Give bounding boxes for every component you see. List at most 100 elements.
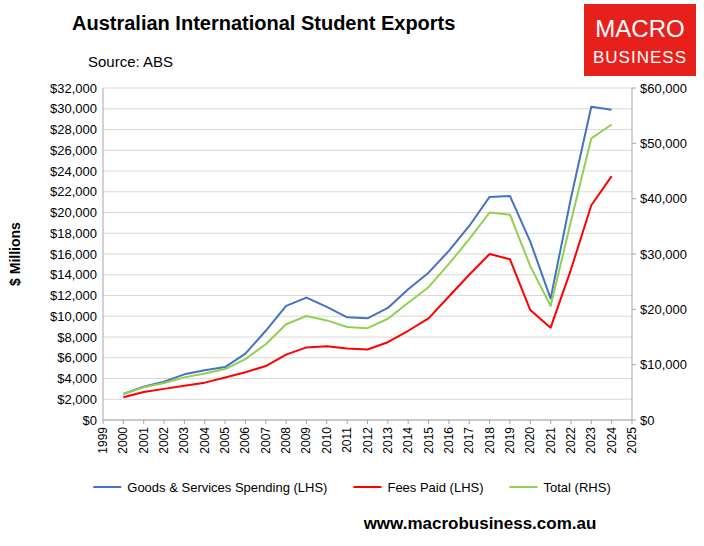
series-line [123,107,611,394]
y2-tick [632,420,636,421]
grid-line [103,337,632,338]
x-tick [347,420,348,424]
y2-tick-label: $20,000 [640,302,687,317]
grid-line [103,316,632,317]
x-tick-label: 2013 [381,427,395,454]
grid-line [103,171,632,172]
y2-tick-label: $10,000 [640,357,687,372]
y2-tick [632,309,636,310]
y2-axis [632,88,633,420]
grid-line [103,254,632,255]
chart: Australian International Student Exports… [0,0,704,546]
x-tick-label: 2011 [340,427,354,453]
y2-tick [632,254,636,255]
x-tick-label: 2010 [320,427,334,454]
y-tick-label: $20,000 [50,205,97,220]
title: Australian International Student Exports [72,12,455,34]
x-tick-label: 2007 [259,427,273,454]
x-tick-label: 2021 [544,427,558,454]
logo-text: BUSINESS [593,48,687,67]
legend-swatch [510,486,538,488]
x-tick [164,420,165,424]
y2-tick-label: $30,000 [640,247,687,262]
x-tick [591,420,592,424]
x-tick [103,420,104,424]
x-tick-label: 2020 [523,427,537,454]
y2-tick-label: $0 [640,413,654,428]
x-tick-label: 2023 [584,427,598,454]
y-tick-label: $28,000 [50,122,97,137]
legend-swatch [353,486,381,488]
grid-line [103,129,632,130]
legend-label: Fees Paid (LHS) [387,480,483,495]
y-tick-label: $8,000 [57,330,97,345]
y2-tick [632,364,636,365]
y-tick-label: $14,000 [50,267,97,282]
legend-item: Total (RHS) [510,480,611,495]
series-line [123,176,611,397]
legend-swatch [93,486,121,488]
y-tick-label: $0 [83,413,97,428]
x-tick [245,420,246,424]
x-tick [387,420,388,424]
plot-area [123,107,611,398]
x-tick-label: 2009 [299,427,313,454]
x-tick [632,420,633,424]
x-tick-label: 1999 [96,427,110,454]
y-tick-label: $24,000 [50,164,97,179]
grid-line [103,108,632,109]
y-tick-label: $16,000 [50,247,97,262]
legend-item: Goods & Services Spending (LHS) [93,480,327,495]
legend-label: Goods & Services Spending (LHS) [127,480,327,495]
x-tick-label: 2025 [625,427,639,454]
x-tick [469,420,470,424]
y-axis-title: $ Millions [7,222,23,286]
grid-line [103,274,632,275]
y-tick-label: $2,000 [57,392,97,407]
x-tick [530,420,531,424]
x-tick [367,420,368,424]
grid-line [103,233,632,234]
x-tick [611,420,612,424]
grid-line [103,88,632,89]
x-tick-label: 2000 [116,427,130,454]
x-tick-label: 2015 [422,427,436,454]
x-tick-label: 2001 [137,427,151,454]
x-tick-label: 2008 [279,427,293,454]
x-tick [570,420,571,424]
y-tick-label: $26,000 [50,143,97,158]
x-tick-label: 2012 [361,427,375,454]
x-tick [286,420,287,424]
x-tick [448,420,449,424]
y-tick-label: $12,000 [50,288,97,303]
y-tick-label: $6,000 [57,350,97,365]
grid-line [103,212,632,213]
x-tick [428,420,429,424]
y2-tick-label: $50,000 [640,136,687,151]
y-tick-label: $18,000 [50,226,97,241]
x-tick-label: 2024 [605,427,619,454]
logo-box [584,4,696,76]
x-tick [408,420,409,424]
y2-tick-label: $60,000 [640,81,687,96]
y-tick-label: $22,000 [50,184,97,199]
x-tick [306,420,307,424]
y-tick-label: $10,000 [50,309,97,324]
x-tick [204,420,205,424]
x-tick [123,420,124,424]
grid-line [103,357,632,358]
x-tick [550,420,551,424]
y-tick-label: $4,000 [57,371,97,386]
footer: www.macrobusiness.com.au [363,514,597,533]
x-tick [326,420,327,424]
x-tick-label: 2004 [198,427,212,454]
legend-label: Total (RHS) [544,480,611,495]
legend-item: Fees Paid (LHS) [353,480,483,495]
logo-text: MACRO [595,15,684,42]
y2-tick-label: $40,000 [640,191,687,206]
x-tick-label: 2022 [564,427,578,454]
x-tick-label: 2005 [218,427,232,454]
x-tick [509,420,510,424]
x-tick [225,420,226,424]
x-tick-label: 2006 [238,427,252,454]
